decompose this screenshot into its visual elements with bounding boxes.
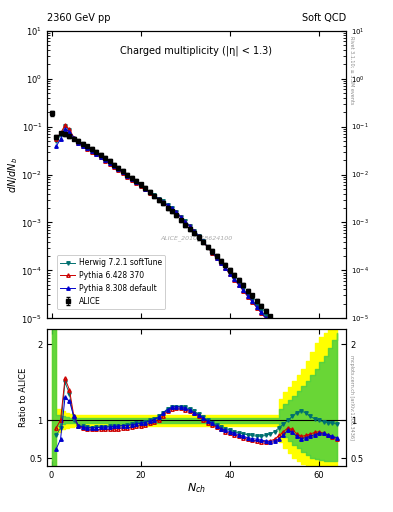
Herwig 7.2.1 softTune	[174, 209, 179, 215]
Pythia 6.428 370	[174, 209, 179, 216]
Herwig 7.2.1 softTune	[196, 232, 201, 239]
Pythia 8.308 default	[54, 143, 59, 150]
Herwig 7.2.1 softTune	[214, 254, 219, 260]
X-axis label: $N_{ch}$: $N_{ch}$	[187, 481, 206, 495]
Pythia 8.308 default	[174, 209, 179, 215]
Text: Soft QCD: Soft QCD	[301, 13, 346, 23]
Y-axis label: Ratio to ALICE: Ratio to ALICE	[19, 368, 28, 427]
Pythia 8.308 default	[241, 287, 246, 293]
Herwig 7.2.1 softTune	[237, 281, 241, 287]
Pythia 6.428 370	[334, 413, 339, 419]
Pythia 6.428 370	[54, 136, 59, 142]
Text: Rivet 3.1.10; ≥ 3.3M events: Rivet 3.1.10; ≥ 3.3M events	[349, 36, 354, 105]
Line: Herwig 7.2.1 softTune: Herwig 7.2.1 softTune	[54, 124, 339, 413]
Text: Charged multiplicity (|η| < 1.3): Charged multiplicity (|η| < 1.3)	[121, 45, 272, 56]
Pythia 6.428 370	[94, 151, 99, 157]
Pythia 6.428 370	[62, 122, 67, 129]
Pythia 8.308 default	[214, 254, 219, 261]
Herwig 7.2.1 softTune	[334, 409, 339, 415]
Pythia 6.428 370	[214, 255, 219, 261]
Herwig 7.2.1 softTune	[94, 151, 99, 157]
Pythia 6.428 370	[241, 288, 246, 294]
Y-axis label: $dN/dN_b$: $dN/dN_b$	[6, 157, 20, 193]
Line: Pythia 8.308 default: Pythia 8.308 default	[54, 127, 339, 418]
Legend: Herwig 7.2.1 softTune, Pythia 6.428 370, Pythia 8.308 default, ALICE: Herwig 7.2.1 softTune, Pythia 6.428 370,…	[57, 255, 165, 309]
Pythia 8.308 default	[62, 126, 67, 132]
Text: mcplots.cern.ch [arXiv:1306.3436]: mcplots.cern.ch [arXiv:1306.3436]	[349, 355, 354, 440]
Pythia 8.308 default	[237, 282, 241, 288]
Text: 2360 GeV pp: 2360 GeV pp	[47, 13, 111, 23]
Pythia 6.428 370	[237, 282, 241, 288]
Pythia 8.308 default	[94, 151, 99, 157]
Pythia 8.308 default	[334, 413, 339, 419]
Pythia 8.308 default	[196, 233, 201, 239]
Pythia 6.428 370	[196, 233, 201, 240]
Herwig 7.2.1 softTune	[241, 286, 246, 292]
Line: Pythia 6.428 370: Pythia 6.428 370	[54, 123, 339, 418]
Herwig 7.2.1 softTune	[54, 138, 59, 144]
Text: ALICE_2010_S8624100: ALICE_2010_S8624100	[160, 235, 233, 241]
Herwig 7.2.1 softTune	[62, 123, 67, 129]
